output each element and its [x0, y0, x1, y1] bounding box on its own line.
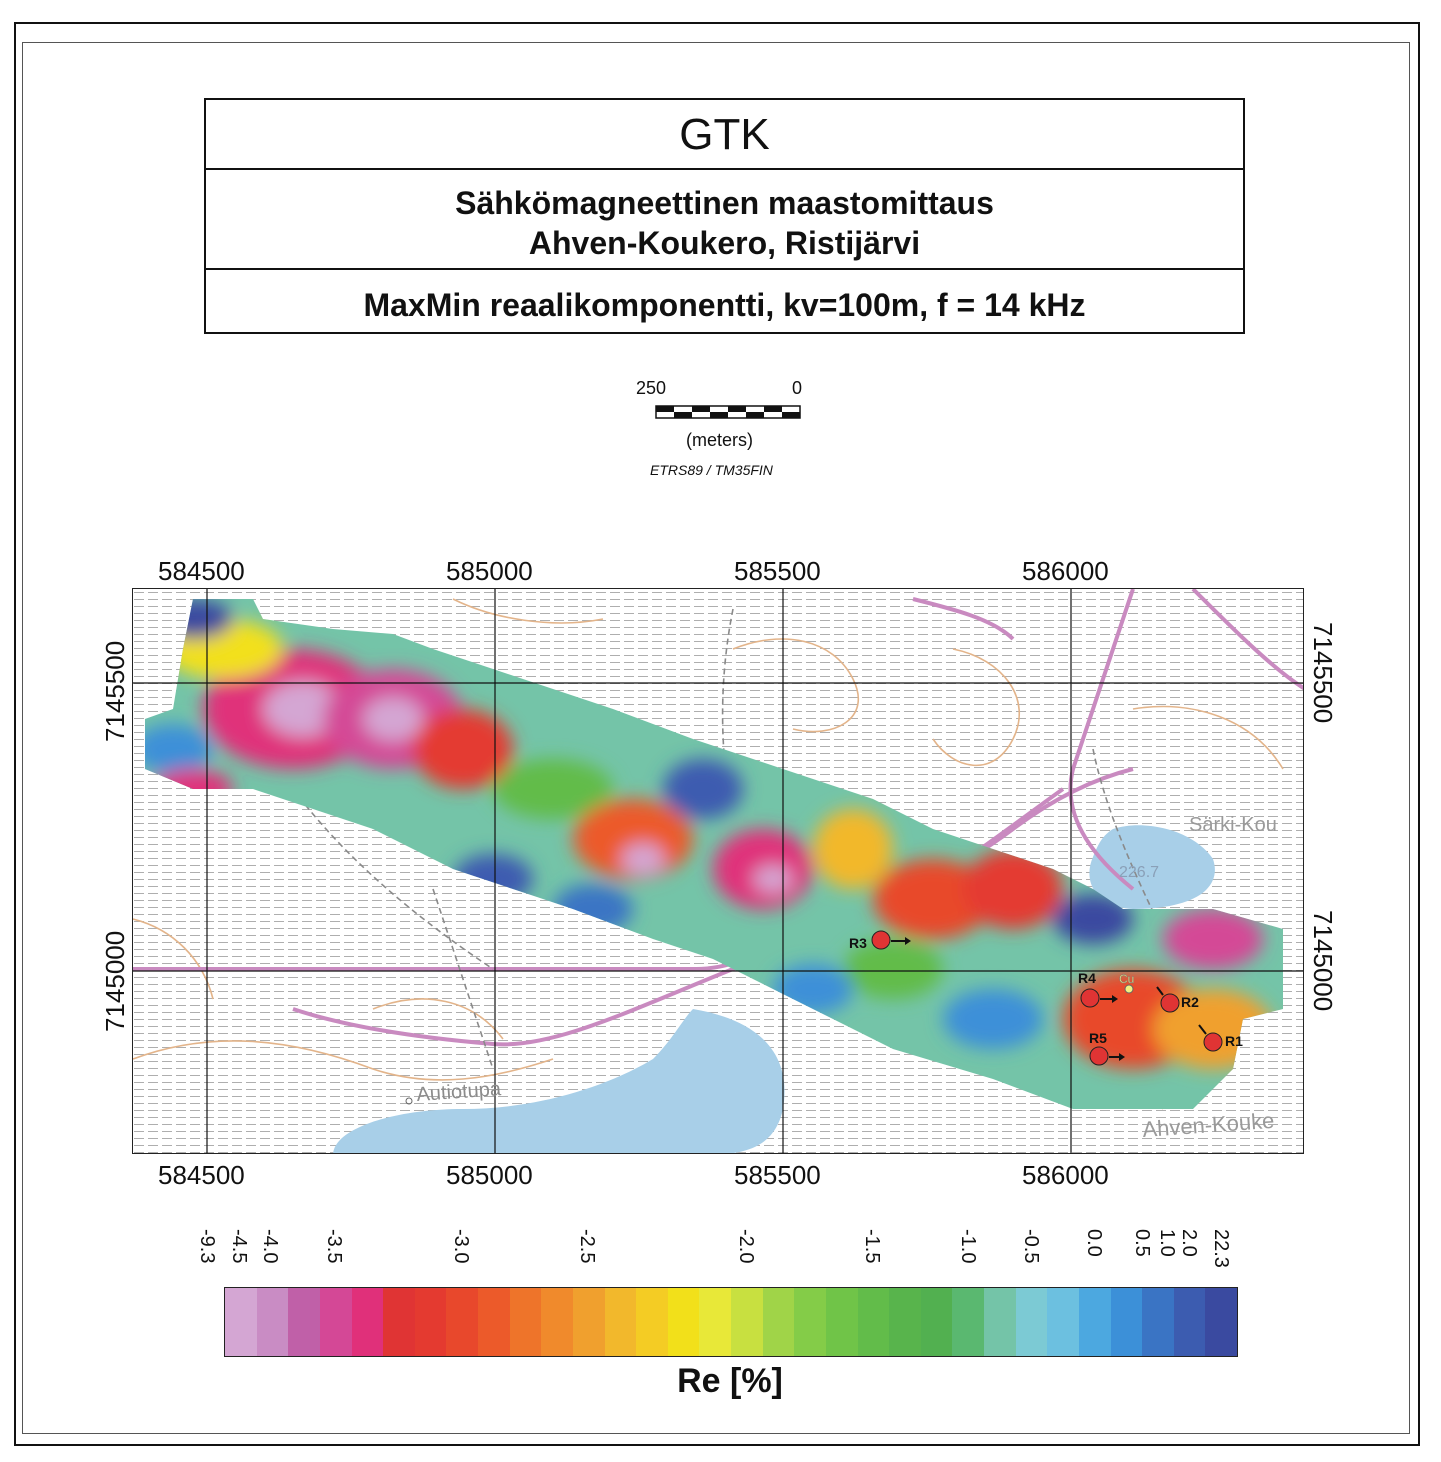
legend-tick-label: 1.0: [1156, 1229, 1179, 1257]
legend-tick-label: 2.0: [1178, 1229, 1201, 1257]
legend-color-swatch: [699, 1288, 731, 1356]
legend-tick-label: -2.5: [576, 1229, 599, 1264]
legend-color-swatch: [288, 1288, 320, 1356]
y-label-right-2: 7145000: [1308, 910, 1338, 1012]
legend-ticks: -9.3 -4.5 -4.0 -3.5 -3.0 -2.5 -2.0 -1.5 -1.0 -0.5…: [196, 1225, 1238, 1285]
x-label-bottom-2: 585000: [446, 1160, 533, 1190]
legend-color-bar: [224, 1287, 1238, 1357]
legend-tick-label: -1.5: [861, 1229, 884, 1264]
marker-r3-label: R3: [849, 935, 867, 951]
lake-sarki: [1089, 825, 1215, 909]
survey-line-1: Sähkömagneettinen maastomittaus: [455, 185, 994, 221]
legend-color-swatch: [1205, 1288, 1237, 1356]
marker-r1: R1: [1198, 1024, 1243, 1052]
marker-r5: R5: [1089, 1030, 1125, 1066]
legend-color-swatch: [414, 1288, 447, 1356]
x-label-top-1: 584500: [158, 556, 245, 586]
legend-color-swatch: [794, 1288, 826, 1356]
legend-tick-label: 0.5: [1130, 1229, 1153, 1257]
scale-crs: ETRS89 / TM35FIN: [650, 462, 773, 478]
legend-tick-label: -4.0: [259, 1229, 282, 1264]
legend-tick-label: -0.5: [1019, 1229, 1042, 1264]
legend-color-swatch: [446, 1288, 478, 1356]
x-label-bottom-1: 584500: [158, 1160, 245, 1190]
legend-color-swatch: [383, 1288, 415, 1356]
cu-occurrence: Cu: [1119, 972, 1135, 994]
legend-color-swatch: [731, 1288, 763, 1356]
x-label-top-4: 586000: [1022, 556, 1109, 586]
survey-line-2: Ahven-Koukero, Ristijärvi: [528, 225, 921, 261]
legend-tick-label: 0.0: [1083, 1229, 1106, 1257]
org-title: GTK: [206, 100, 1243, 170]
legend-color-swatch: [1173, 1288, 1206, 1356]
scale-right-label: 0: [792, 378, 803, 398]
marker-r1-label: R1: [1225, 1033, 1243, 1049]
legend-color-swatch: [984, 1288, 1016, 1356]
y-label-left-1: 7145500: [100, 640, 130, 742]
legend-color-swatch: [351, 1288, 384, 1356]
legend-color-swatch: [667, 1288, 700, 1356]
x-label-bottom-3: 585500: [734, 1160, 821, 1190]
y-label-right-1: 7145500: [1308, 622, 1338, 724]
legend-color-swatch: [762, 1288, 795, 1356]
marker-r2: R2: [1156, 986, 1199, 1013]
marker-r4-label: R4: [1078, 970, 1096, 986]
legend-tick-label: -4.5: [227, 1229, 250, 1264]
y-label-left-2: 7145000: [100, 930, 130, 1032]
scale-left-label: 250: [636, 378, 667, 398]
legend-tick-label: -1.0: [956, 1229, 979, 1264]
legend-color-swatch: [952, 1288, 984, 1356]
x-label-top-3: 585500: [734, 556, 821, 586]
x-label-bottom-4: 586000: [1022, 1160, 1109, 1190]
legend-color-swatch: [509, 1288, 542, 1356]
legend-color-swatch: [636, 1288, 668, 1356]
title-box: GTK Sähkömagneettinen maastomittaus Ahve…: [204, 98, 1245, 334]
lake-elevation: 226.7: [1119, 864, 1159, 881]
survey-title: Sähkömagneettinen maastomittaus Ahven-Ko…: [206, 170, 1243, 270]
legend-color-swatch: [572, 1288, 605, 1356]
marker-r3: R3: [849, 930, 911, 951]
marker-r4: R4: [1078, 970, 1118, 1008]
legend-color-swatch: [1078, 1288, 1111, 1356]
legend-color-swatch: [541, 1288, 573, 1356]
lake-south: [333, 1009, 785, 1153]
map-frame: Autiotupa Särki-Kou 226.7 Ahven-Kouke R3…: [132, 588, 1304, 1154]
legend-color-swatch: [604, 1288, 637, 1356]
marker-r5-label: R5: [1089, 1030, 1107, 1046]
legend-tick-label: -3.5: [322, 1229, 345, 1264]
x-label-top-2: 585000: [446, 556, 533, 586]
legend-tick-label: 22.3: [1210, 1229, 1232, 1268]
legend-color-swatch: [256, 1288, 289, 1356]
legend-tick-label: -2.0: [734, 1229, 757, 1264]
scale-bar: 250 0 (meters) ETRS89 / TM35FIN: [620, 378, 820, 478]
legend-color-swatch: [1015, 1288, 1048, 1356]
place-lake: Särki-Kou: [1189, 814, 1277, 836]
inner-frame: [22, 42, 1410, 1434]
hut-symbol: [405, 1097, 413, 1105]
legend-color-swatch: [920, 1288, 953, 1356]
legend-color-swatch: [478, 1288, 510, 1356]
legend-color-swatch: [319, 1288, 352, 1356]
method-title: MaxMin reaalikomponentti, kv=100m, f = 1…: [363, 287, 1086, 323]
legend-color-swatch: [857, 1288, 890, 1356]
cu-label: Cu: [1119, 972, 1134, 986]
legend-color-swatch: [225, 1288, 257, 1356]
legend-color-swatch: [825, 1288, 858, 1356]
scale-bar-graphic: [655, 405, 801, 419]
legend-tick-label: -9.3: [196, 1229, 218, 1264]
markers: R3 R4 R2 R1 R5: [849, 930, 1243, 1066]
scale-unit: (meters): [686, 430, 753, 450]
legend-color-swatch: [1142, 1288, 1174, 1356]
legend-tick-label: -3.0: [449, 1229, 472, 1264]
map-canvas: Autiotupa Särki-Kou 226.7 Ahven-Kouke R3…: [133, 589, 1303, 1153]
outer-frame: [14, 22, 1420, 1446]
legend-color-swatch: [889, 1288, 921, 1356]
marker-r2-label: R2: [1181, 994, 1199, 1010]
legend-color-swatch: [1047, 1288, 1079, 1356]
coordinate-grid: [133, 589, 1303, 1153]
legend-color-swatch: [1110, 1288, 1143, 1356]
legend-title: Re [%]: [677, 1362, 783, 1400]
